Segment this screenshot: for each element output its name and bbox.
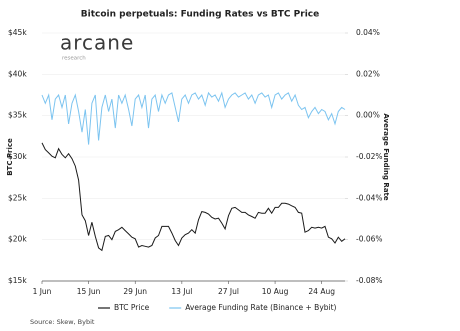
legend-label: BTC Price bbox=[114, 303, 150, 312]
x-tick-label: 29 Jun bbox=[123, 287, 147, 296]
y2-tick-label: -0.02% bbox=[356, 152, 383, 161]
y-tick-label: $30k bbox=[8, 152, 27, 161]
series-line bbox=[41, 142, 346, 252]
x-tick-label: 24 Aug bbox=[308, 287, 335, 296]
x-tick-label: 1 Jun bbox=[33, 287, 52, 296]
y-tick-label: $40k bbox=[8, 69, 27, 78]
y-tick-label: $25k bbox=[8, 193, 27, 202]
series-line bbox=[41, 91, 346, 145]
x-tick-label: 27 Jul bbox=[218, 287, 239, 296]
x-tick-label: 13 Jul bbox=[171, 287, 192, 296]
y2-axis-label: Average Funding Rate bbox=[382, 113, 390, 201]
y2-tick-label: -0.04% bbox=[356, 193, 383, 202]
legend-label: Average Funding Rate (Binance + Bybit) bbox=[185, 303, 336, 312]
y2-tick-label: 0.04% bbox=[356, 28, 380, 37]
chart-title: Bitcoin perpetuals: Funding Rates vs BTC… bbox=[81, 10, 319, 20]
x-tick-label: 15 Jun bbox=[77, 287, 101, 296]
y-axis-label: BTC Price bbox=[6, 138, 14, 176]
y2-tick-label: -0.08% bbox=[356, 276, 383, 285]
y-tick-label: $15k bbox=[8, 276, 27, 285]
y-tick-label: $20k bbox=[8, 235, 27, 244]
y-tick-label: $45k bbox=[8, 28, 27, 37]
logo-tagline: research bbox=[62, 56, 86, 62]
x-tick-label: 10 Aug bbox=[262, 287, 289, 296]
source: Source: Skew, Bybit bbox=[30, 318, 95, 326]
y2-tick-label: 0.02% bbox=[356, 69, 380, 78]
y-tick-label: $35k bbox=[8, 111, 27, 120]
y2-tick-label: 0.00% bbox=[356, 111, 380, 120]
logo-name: arcane bbox=[60, 31, 134, 55]
y2-tick-label: -0.06% bbox=[356, 235, 383, 244]
